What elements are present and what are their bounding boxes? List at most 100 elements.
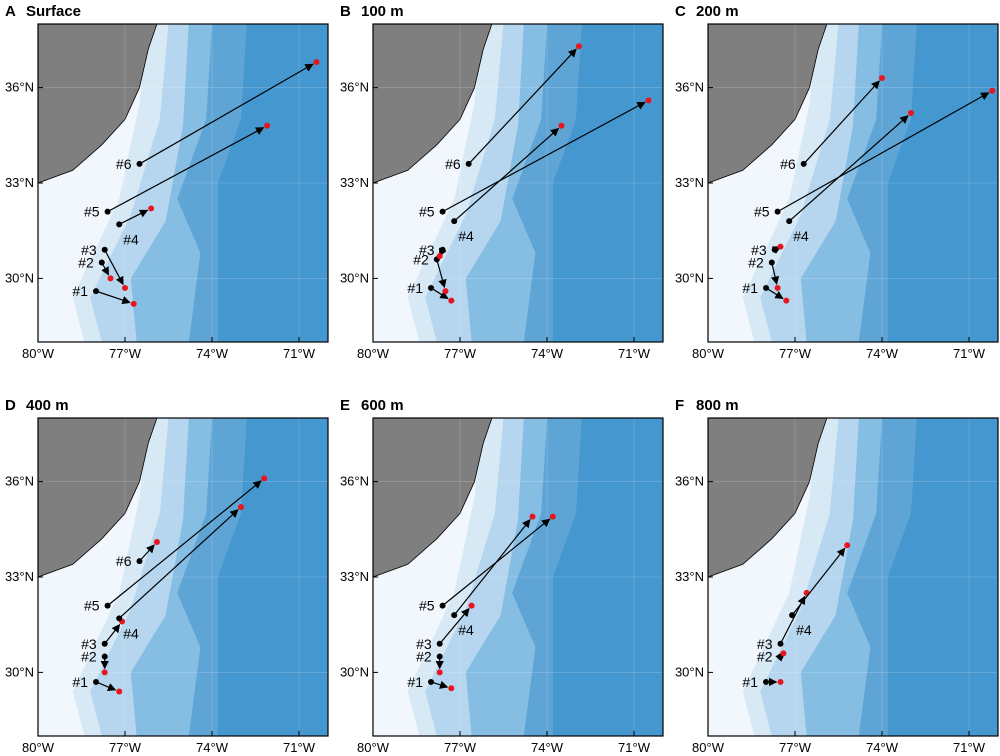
- float-trajectory-arrow: [95, 681, 117, 691]
- panel-c: 80°W 77°W 74°W 71°W 30°N 33°N 36°N C 200 m #1 #2#3…: [675, 3, 999, 361]
- float-label: #6: [116, 553, 132, 569]
- panel-letter: D: [5, 397, 16, 414]
- float-end-marker: [908, 110, 914, 117]
- map-frame: [37, 417, 329, 737]
- x-tick-label: 74°W: [866, 346, 899, 361]
- panel-e: 80°W 77°W 74°W 71°W 30°N 33°N 36°N E 600 m #1 #2#3…: [340, 397, 664, 755]
- float-label: #5: [754, 204, 770, 220]
- float-start-marker: [101, 640, 108, 647]
- float-end-marker: [264, 122, 271, 129]
- float-label: #6: [116, 156, 132, 172]
- float-label: #3: [757, 636, 773, 652]
- x-tick-label: 80°W: [22, 346, 55, 361]
- float-end-marker: [468, 602, 475, 609]
- y-tick-label: 36°N: [340, 80, 369, 95]
- y-tick-label: 33°N: [5, 569, 34, 584]
- float-trajectory-arrow: [439, 608, 470, 645]
- depth-contour-5: [887, 418, 998, 736]
- x-tick-label: 77°W: [109, 346, 142, 361]
- map-frame: [707, 23, 999, 343]
- y-tick-label: 33°N: [5, 175, 34, 190]
- float-trajectory-arrow: [107, 480, 262, 607]
- land-mass: [372, 23, 493, 184]
- land-mass: [37, 417, 158, 578]
- float-start-marker: [436, 653, 443, 660]
- float-start-marker: [763, 284, 769, 291]
- x-tick-label: 74°W: [866, 740, 899, 755]
- float-start-marker: [465, 160, 472, 167]
- float-trajectory-arrow: [436, 259, 447, 289]
- float-label: #2: [78, 255, 94, 271]
- float-end-marker: [261, 475, 268, 482]
- float-start-marker: [768, 259, 775, 266]
- y-tick-label: 33°N: [675, 175, 704, 190]
- float-trajectory-arrow: [104, 249, 124, 286]
- float-label: #1: [72, 674, 88, 690]
- y-tick-label: 36°N: [675, 474, 704, 489]
- float-trajectory-arrow: [118, 509, 239, 619]
- float-label: #3: [419, 242, 435, 258]
- float-end-marker: [116, 688, 123, 695]
- x-tick-label: 71°W: [283, 346, 316, 361]
- float-start-marker: [439, 602, 446, 609]
- float-label: #1: [742, 674, 758, 690]
- float-end-marker: [558, 122, 565, 129]
- float-label: #3: [81, 242, 97, 258]
- float-start-marker: [451, 218, 458, 225]
- float-trajectory-arrow: [770, 262, 780, 285]
- map-frame: [37, 23, 329, 343]
- float-start-marker: [101, 246, 108, 253]
- float-label: #4: [458, 622, 474, 638]
- x-tick-label: 77°W: [779, 740, 812, 755]
- float-start-marker: [763, 678, 769, 685]
- float-start-marker: [116, 615, 123, 622]
- float-start-marker: [800, 160, 807, 167]
- float-label: #2: [748, 255, 764, 271]
- land-mass: [37, 23, 158, 184]
- float-label: #6: [445, 156, 461, 172]
- x-tick-label: 80°W: [357, 740, 390, 755]
- float-trajectory-arrow: [453, 127, 560, 222]
- float-start-marker: [789, 612, 796, 619]
- float-label: #5: [84, 598, 100, 614]
- panel-letter: E: [340, 397, 350, 414]
- float-trajectory-arrow: [139, 63, 314, 165]
- panel-a: 80°W 77°W 74°W 71°W 30°N 33°N 36°N A Surface #1 #2…: [5, 3, 329, 361]
- x-tick-label: 71°W: [283, 740, 316, 755]
- panel-title: 200 m: [696, 3, 739, 20]
- panel-title: 100 m: [361, 3, 404, 20]
- depth-contour-5: [552, 418, 663, 736]
- float-end-marker: [436, 253, 443, 260]
- float-label: #6: [780, 156, 796, 172]
- float-start-marker: [104, 602, 111, 609]
- land-mass: [707, 417, 828, 578]
- float-end-marker: [448, 685, 455, 692]
- float-end-marker: [448, 297, 455, 304]
- float-end-marker: [989, 87, 996, 94]
- float-trajectory-arrow: [442, 101, 646, 213]
- float-end-marker: [122, 284, 128, 291]
- y-tick-label: 36°N: [675, 80, 704, 95]
- y-tick-label: 36°N: [5, 80, 34, 95]
- float-end-marker: [774, 284, 781, 291]
- float-end-marker: [442, 288, 449, 295]
- float-label: #3: [81, 636, 97, 652]
- float-trajectory-arrow: [453, 519, 531, 616]
- float-trajectory-arrow: [442, 518, 551, 607]
- depth-contour-5: [217, 418, 328, 736]
- float-end-marker: [101, 669, 108, 676]
- y-tick-label: 33°N: [340, 569, 369, 584]
- x-tick-label: 77°W: [779, 346, 812, 361]
- float-start-marker: [104, 208, 111, 215]
- float-trajectory-arrow: [788, 115, 909, 222]
- float-start-marker: [771, 246, 778, 253]
- x-tick-label: 71°W: [953, 740, 986, 755]
- map-frame: [707, 417, 999, 737]
- x-tick-label: 74°W: [196, 346, 229, 361]
- float-trajectory-arrow: [118, 209, 149, 225]
- float-end-marker: [777, 243, 784, 250]
- float-start-marker: [774, 208, 781, 215]
- y-tick-label: 36°N: [340, 474, 369, 489]
- float-label: #4: [123, 231, 139, 247]
